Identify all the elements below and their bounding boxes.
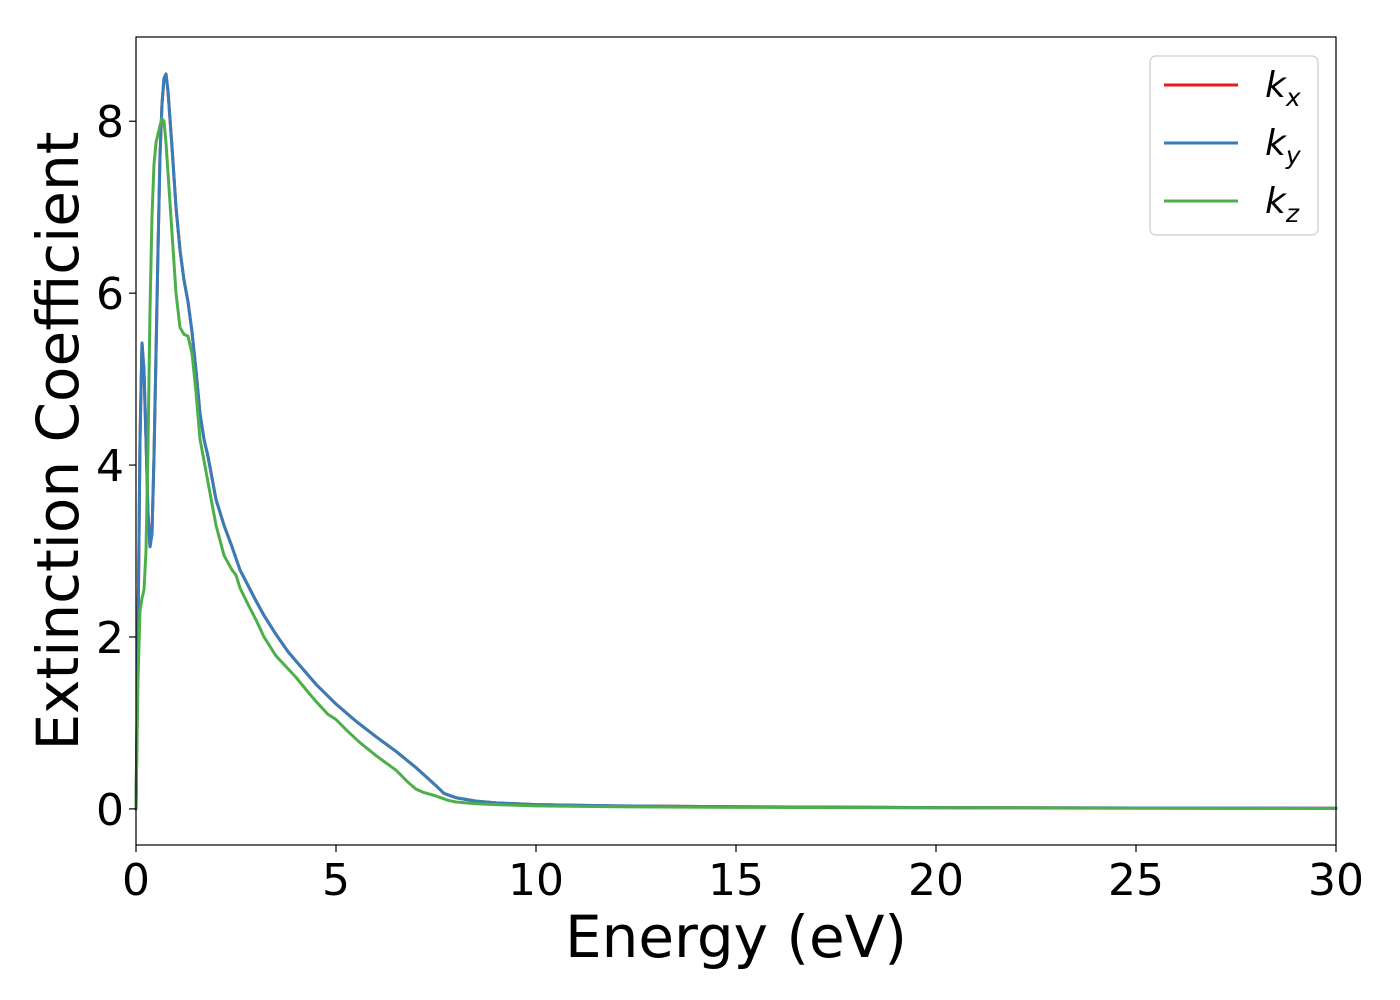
x-tick-label: 25 bbox=[1108, 855, 1164, 906]
series-line-y bbox=[134, 72, 1338, 811]
ticks-layer: 0 5 10 15 20 25 30 0 2 4 6 8 bbox=[96, 97, 1364, 906]
y-tick-label: 0 bbox=[96, 785, 124, 836]
x-tick-label: 10 bbox=[508, 855, 564, 906]
y-axis-title: Extinction Coefficient bbox=[24, 132, 92, 751]
legend: kx ky kz bbox=[1149, 55, 1319, 236]
legend-item-z: kz bbox=[1164, 181, 1300, 228]
x-tick-label: 15 bbox=[708, 855, 764, 906]
y-tick-label: 4 bbox=[96, 441, 124, 492]
x-tick-label: 0 bbox=[122, 855, 150, 906]
x-axis-title: Energy (eV) bbox=[565, 903, 907, 971]
series-line-z bbox=[134, 117, 1338, 811]
legend-item-x: kx bbox=[1164, 65, 1301, 112]
legend-label-x: kx bbox=[1265, 65, 1301, 112]
y-tick-label: 8 bbox=[96, 97, 124, 148]
y-tick-label: 6 bbox=[96, 269, 124, 320]
x-tick-label: 30 bbox=[1308, 855, 1364, 906]
series-layer bbox=[134, 72, 1338, 811]
legend-frame bbox=[1149, 55, 1319, 236]
legend-item-y: ky bbox=[1164, 123, 1302, 170]
legend-label-y: ky bbox=[1265, 123, 1302, 170]
legend-items: kx ky kz bbox=[1164, 65, 1302, 228]
y-tick-label: 2 bbox=[96, 613, 124, 664]
x-tick-label: 5 bbox=[322, 855, 350, 906]
legend-label-z: kz bbox=[1265, 181, 1300, 228]
x-tick-label: 20 bbox=[908, 855, 964, 906]
